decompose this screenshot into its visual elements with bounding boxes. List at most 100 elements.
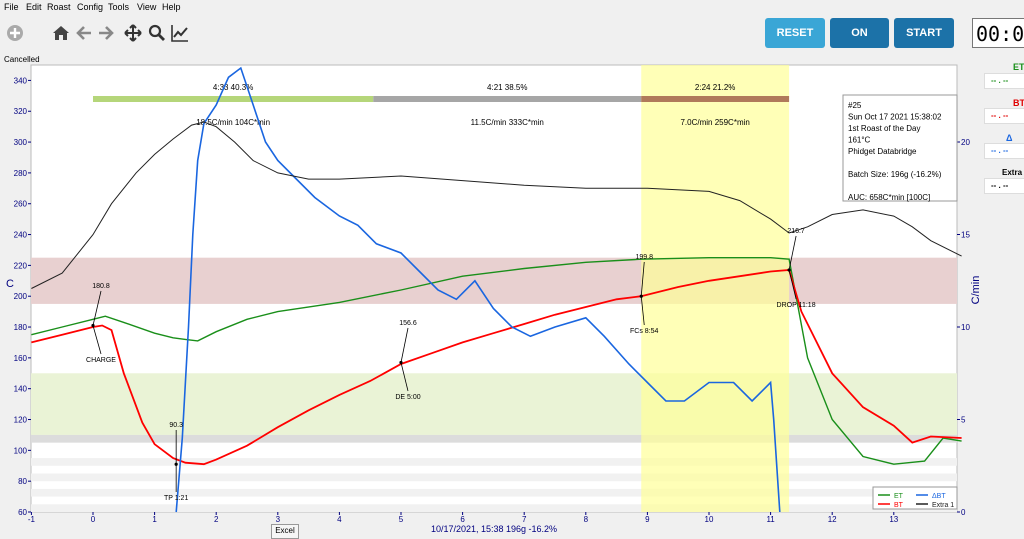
x-tick-label: 4 <box>337 515 342 524</box>
legend-label: ΔBT <box>932 493 946 500</box>
y-tick-label: 280 <box>14 169 28 178</box>
roast-info-line: Phidget Databridge <box>848 147 917 156</box>
x-tick-label: 7 <box>522 515 527 524</box>
plus-circle-icon[interactable] <box>6 24 24 42</box>
zoom-icon[interactable] <box>148 24 166 42</box>
y2-tick-label: 20 <box>961 138 970 147</box>
menu-bar: File Edit Roast Config Tools View Help <box>0 0 1024 15</box>
chart-icon[interactable] <box>171 24 189 42</box>
et-label: ET <box>1013 62 1024 72</box>
menu-file[interactable]: File <box>4 2 19 12</box>
event-value: 156.6 <box>399 320 417 327</box>
y-tick-label: 260 <box>14 200 28 209</box>
menu-tools[interactable]: Tools <box>108 2 130 12</box>
roast-info-line: Batch Size: 196g (-16.2%) <box>848 170 942 179</box>
phase-label: 4:33 40.3% <box>213 83 253 92</box>
event-value: 90.3 <box>169 422 183 429</box>
extra-series-line <box>31 121 962 289</box>
event-value: 199.8 <box>635 254 653 261</box>
x-tick-label: 5 <box>399 515 404 524</box>
y-tick-label: 80 <box>18 477 27 486</box>
et-value: -- . -- <box>984 73 1024 89</box>
event-leader <box>788 235 797 271</box>
y-tick-label: 220 <box>14 261 28 270</box>
y-tick-label: 140 <box>14 385 28 394</box>
menu-view[interactable]: View <box>137 2 157 12</box>
event-label: DROP 11:18 <box>777 302 816 309</box>
x-tick-label: 9 <box>645 515 650 524</box>
menu-roast[interactable]: Roast <box>47 2 71 12</box>
event-value: 180.8 <box>92 283 110 290</box>
y-axis-label: C <box>6 278 14 290</box>
phase-label: 4:21 38.5% <box>487 83 527 92</box>
y-tick-label: 180 <box>14 323 28 332</box>
extra-value: -- . -- <box>984 178 1024 194</box>
forward-arrow-icon[interactable] <box>97 24 115 42</box>
x-tick-label: 12 <box>828 515 837 524</box>
x-tick-label: 10 <box>705 515 714 524</box>
roast-info-line: 161°C <box>848 136 871 145</box>
home-icon[interactable] <box>52 24 70 42</box>
legend-label: ET <box>894 493 904 500</box>
y-tick-label: 120 <box>14 416 28 425</box>
x-tick-label: 8 <box>584 515 589 524</box>
y-tick-label: 160 <box>14 354 28 363</box>
y-tick-label: 100 <box>14 446 28 455</box>
background-band <box>31 473 957 482</box>
legend-label: BT <box>894 502 904 509</box>
x-tick-label: 3 <box>276 515 281 524</box>
y-tick-label: 60 <box>18 508 27 517</box>
event-leader <box>640 296 645 326</box>
delta-bt-value: -- . -- <box>984 143 1024 159</box>
timer-display: 00:00 <box>972 18 1024 48</box>
legend-label: Extra 1 <box>932 502 954 509</box>
start-button[interactable]: START <box>894 18 954 48</box>
menu-config[interactable]: Config <box>77 2 104 12</box>
roast-info-line: Sun Oct 17 2021 15:38:02 <box>848 113 942 122</box>
event-leader <box>400 327 409 363</box>
y2-axis-label: C/min <box>970 276 982 305</box>
x-tick-label: 0 <box>91 515 96 524</box>
zone-divider <box>31 434 957 443</box>
status-text: Cancelled <box>4 55 40 64</box>
background-band <box>31 458 957 466</box>
background-band <box>31 504 957 512</box>
background-band <box>31 488 957 497</box>
phase-bar <box>93 96 374 102</box>
y2-tick-label: 15 <box>961 231 970 240</box>
phase-rate: 7.0C/min 259C*min <box>680 118 749 127</box>
bt-value: -- . -- <box>984 108 1024 124</box>
event-label: CHARGE <box>86 357 116 364</box>
x-tick-label: 2 <box>214 515 219 524</box>
y2-tick-label: 10 <box>961 323 970 332</box>
bt-label: BT <box>1013 98 1024 108</box>
roast-info-line: AUC: 658C*min [100C] <box>848 193 930 202</box>
y-tick-label: 300 <box>14 138 28 147</box>
reset-button[interactable]: RESET <box>765 18 825 48</box>
on-button[interactable]: ON <box>830 18 889 48</box>
y-tick-label: 340 <box>14 76 28 85</box>
menu-help[interactable]: Help <box>162 2 181 12</box>
temperature-zone <box>31 257 957 304</box>
x-axis-label: 10/17/2021, 15:38 196g -16.2% <box>431 524 557 534</box>
phase-label: 2:24 21.2% <box>695 83 735 92</box>
menu-edit[interactable]: Edit <box>26 2 42 12</box>
x-tick-label: 11 <box>766 515 775 524</box>
move-icon[interactable] <box>124 24 142 42</box>
phase-bar <box>373 96 642 102</box>
roast-info-line: 1st Roast of the Day <box>848 124 920 133</box>
x-tick-label: 6 <box>460 515 465 524</box>
phase-bar <box>641 96 790 102</box>
roast-info-box <box>842 94 958 202</box>
x-tick-label: 13 <box>889 515 898 524</box>
bt-series-line <box>31 269 962 466</box>
y2-tick-label: 0 <box>961 508 966 517</box>
event-leader <box>92 325 102 355</box>
event-label: DE 5:00 <box>395 394 420 401</box>
event-leader <box>92 290 102 326</box>
y-tick-label: 320 <box>14 107 28 116</box>
y-tick-label: 240 <box>14 231 28 240</box>
back-arrow-icon[interactable] <box>75 24 93 42</box>
x-tick-label: 1 <box>152 515 157 524</box>
